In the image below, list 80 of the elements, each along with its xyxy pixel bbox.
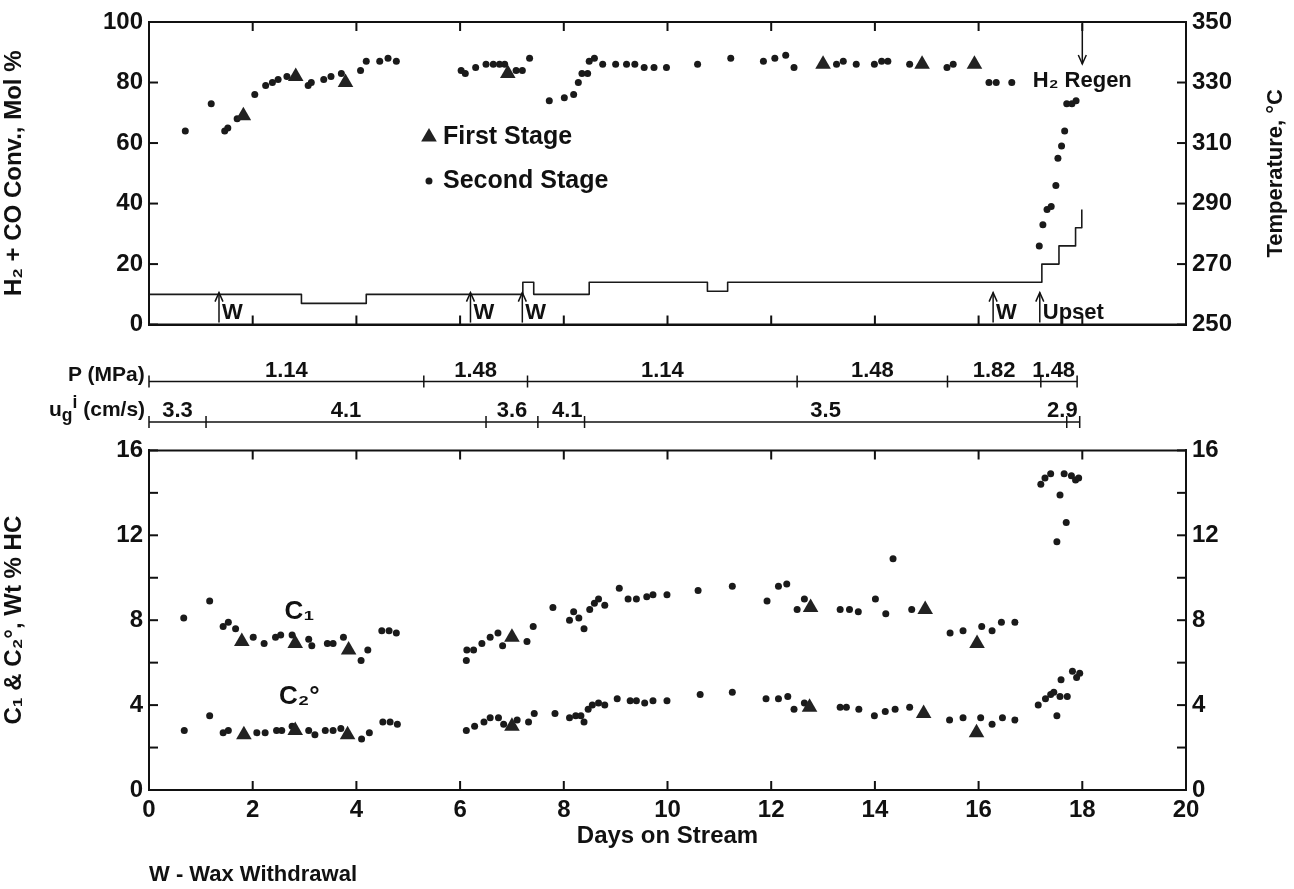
point xyxy=(287,634,304,649)
y2-tick-label: 330 xyxy=(1192,67,1233,95)
point xyxy=(968,723,985,738)
legend-label: First Stage xyxy=(442,120,573,149)
point xyxy=(236,725,252,740)
point xyxy=(234,632,250,646)
y-axis-title: H₂ + CO Conv., Mol % xyxy=(0,50,27,297)
y-axis-title: C₁ & C₂°, Wt % HC xyxy=(0,515,27,725)
annotation: W xyxy=(525,298,547,324)
text: P (MPa) xyxy=(68,361,145,386)
y2-tick-label: 350 xyxy=(1192,6,1233,34)
point xyxy=(802,598,819,612)
text: 1.14 xyxy=(264,356,309,382)
x-tick-label: 8 xyxy=(557,795,571,823)
x-tick-label: 2 xyxy=(246,795,260,823)
x-tick-label: 14 xyxy=(861,795,889,823)
text: 2.9 xyxy=(1047,397,1078,422)
text: 1.48 xyxy=(454,356,498,382)
point xyxy=(915,704,932,719)
y2-tick-label: 4 xyxy=(1192,689,1206,717)
annotation: W xyxy=(996,298,1018,324)
annotation: W xyxy=(473,298,495,324)
point xyxy=(339,725,356,740)
y-tick-label: 20 xyxy=(116,248,143,276)
y-tick-label: 16 xyxy=(116,435,143,463)
y-tick-label: 8 xyxy=(129,604,143,632)
text: W - Wax Withdrawal xyxy=(149,861,357,886)
y-tick-label: 0 xyxy=(129,309,143,337)
point xyxy=(504,717,520,731)
point xyxy=(287,721,304,736)
point xyxy=(969,634,985,649)
point xyxy=(801,698,818,712)
text: 1.48 xyxy=(1032,356,1076,382)
legend-label: Second Stage xyxy=(442,164,609,193)
y-tick-label: 4 xyxy=(129,689,144,717)
text: 3.6 xyxy=(496,397,528,422)
y-tick-label: 0 xyxy=(129,774,143,802)
text: 3.3 xyxy=(162,397,193,422)
y-tick-label: 100 xyxy=(102,6,143,34)
x-tick-label: 16 xyxy=(965,795,992,823)
point xyxy=(340,640,357,655)
point xyxy=(504,628,520,642)
text: 4.1 xyxy=(551,397,583,422)
y2-tick-label: 16 xyxy=(1192,435,1219,463)
y2-tick-label: 270 xyxy=(1192,248,1233,276)
point xyxy=(287,67,304,81)
text: 4.1 xyxy=(330,397,362,422)
annotation: H₂ Regen xyxy=(1032,67,1132,93)
text: 1.14 xyxy=(640,356,685,382)
point xyxy=(235,106,252,121)
x-tick-label: 4 xyxy=(349,795,364,823)
y-tick-label: 40 xyxy=(116,188,143,216)
point xyxy=(914,55,930,69)
point xyxy=(917,600,933,615)
y-tick-label: 12 xyxy=(116,519,143,547)
x-tick-label: 18 xyxy=(1068,795,1096,823)
x-tick-label: 6 xyxy=(453,795,467,823)
annotation: Upset xyxy=(1042,298,1105,324)
y2-axis-title: Temperature, °C xyxy=(1262,88,1288,258)
y2-tick-label: 12 xyxy=(1192,519,1219,547)
y-tick-label: 80 xyxy=(116,67,143,95)
y2-tick-label: 8 xyxy=(1192,604,1206,632)
x-tick-label: 12 xyxy=(757,795,785,823)
text: u$_{g}$$^{i}$ (cm/s) xyxy=(49,392,146,427)
point xyxy=(500,64,516,78)
y2-tick-label: 250 xyxy=(1192,309,1233,337)
point xyxy=(815,55,831,69)
annotation: C₁ xyxy=(284,594,315,625)
text: 1.48 xyxy=(850,356,894,382)
x-tick-label: 10 xyxy=(654,795,681,823)
point xyxy=(966,55,983,69)
x-axis-title: Days on Stream xyxy=(576,821,759,849)
y-tick-label: 60 xyxy=(116,127,143,155)
text: 3.5 xyxy=(810,397,841,422)
y2-tick-label: 290 xyxy=(1192,188,1233,216)
y2-tick-label: 310 xyxy=(1192,127,1233,155)
point xyxy=(337,73,354,88)
text: 1.82 xyxy=(972,356,1016,382)
annotation: W xyxy=(222,298,243,324)
annotation: C₂° xyxy=(279,679,320,710)
